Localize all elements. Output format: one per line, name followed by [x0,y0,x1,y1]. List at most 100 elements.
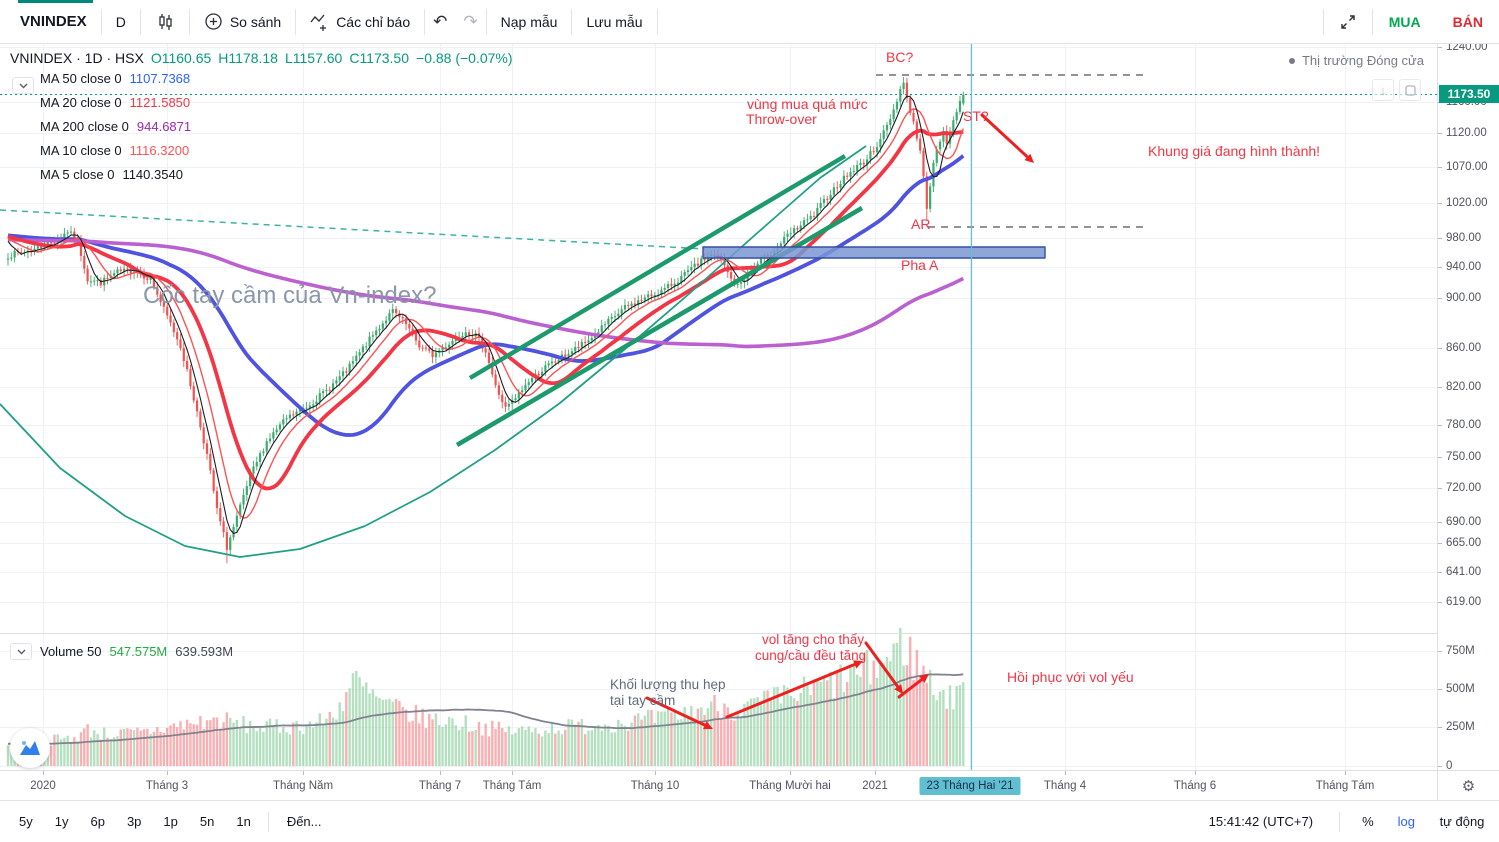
ar-label[interactable]: AR [911,216,931,232]
range-button-1y[interactable]: 1y [54,814,69,829]
interval-button[interactable]: D [102,7,140,37]
price-volume-chart[interactable] [0,44,1437,770]
sell-button[interactable]: BÁN [1437,14,1499,30]
ma-legend-row[interactable]: MA 5 close 0 1140.3540 [10,162,513,186]
axis-tick [1438,488,1442,489]
load-template-button[interactable]: Nạp mẫu [487,7,572,37]
fullscreen-button[interactable] [1324,7,1372,37]
market-status: Thị trường Đóng cửa [1288,53,1424,68]
time-axis-label: Tháng Tám [1315,779,1375,792]
price-axis-label: 619.00 [1446,596,1482,608]
st-label[interactable]: ST? [963,108,989,124]
buy-button[interactable]: MUA [1373,14,1437,30]
time-axis-label: 2020 [30,779,56,792]
compare-label: So sánh [229,13,282,30]
toolbar-separator [424,8,426,35]
chart-legend: VNINDEX · 1D · HSX O1160.65 H1178.18 L11… [10,50,513,186]
price-axis[interactable]: 1240.001160.001120.001070.001020.00980.0… [1437,41,1499,772]
indicators-button[interactable]: Các chỉ báo [296,7,424,37]
bottombar-right-group: 15:41:42 (UTC+7) % log tự động [1208,811,1499,832]
volume-legend: Volume 50 547.575M 639.593M [10,643,233,660]
price-axis-label: 1240.00 [1446,41,1488,53]
axis-tick [1438,522,1442,523]
vol-shrink-label-1[interactable]: Khối lượng thu hẹp [610,677,726,692]
buy-label: MUA [1388,13,1421,30]
toolbar-separator [100,8,102,35]
ma-legend-row[interactable]: MA 200 close 0 944.6871 [10,114,513,138]
axis-tick [43,771,44,775]
ma-legend-row[interactable]: MA 10 close 0 1116.3200 [10,138,513,162]
axis-tick [167,771,168,775]
weak-vol-label[interactable]: Hồi phục với vol yếu [1007,669,1134,685]
goto-date-label: Đến... [286,814,322,829]
maximize-pane-button[interactable] [1399,79,1421,101]
toolbar-right-group: MUA BÁN [1322,0,1499,43]
time-axis-selected-date: 23 Tháng Hai '21 [919,776,1021,795]
toolbar-separator [139,8,141,35]
toolbar-separator [1322,8,1324,35]
legend-header-row[interactable]: VNINDEX · 1D · HSX O1160.65 H1178.18 L11… [10,50,513,66]
symbol-label: VNINDEX [20,13,87,30]
axis-tick [1065,771,1066,775]
compare-button[interactable]: So sánh [190,7,295,37]
chart-style-button[interactable] [141,7,189,37]
axis-tick [1438,167,1442,168]
ma-legend-row[interactable]: MA 20 close 0 1121.5850 [10,90,513,114]
range-button-6p[interactable]: 6p [90,814,105,829]
price-axis-label: 940.00 [1446,261,1482,273]
legend-symbol-title: VNINDEX · 1D · HSX [10,50,144,66]
volume-collapse-button[interactable] [10,643,32,660]
indicators-icon [310,12,330,32]
toolbar-separator [485,8,487,35]
legend-high: H1178.18 [218,50,278,66]
price-axis-label: 1070.00 [1446,161,1488,173]
range-button-5n[interactable]: 5n [199,814,215,829]
ma50-value: 1107.7368 [129,70,191,86]
chevron-down-icon [17,649,25,654]
bc-label[interactable]: BC? [886,49,914,65]
range-button-1p[interactable]: 1p [163,814,178,829]
cup-handle-label[interactable]: Cốc tay cầm của Vn-index? [143,282,437,309]
undo-icon[interactable]: ↶ [433,11,448,31]
overbought-label[interactable]: vùng mua quá mức [747,96,868,112]
bottombar-separator [1339,811,1341,832]
frame-forming-label[interactable]: Khung giá đang hình thành! [1148,143,1321,159]
legend-collapse-button[interactable] [12,77,34,94]
goto-date-button[interactable]: Đến... [277,810,332,833]
axis-tick [512,771,513,775]
ma5-value: 1140.3540 [122,166,183,182]
redo-icon[interactable]: ↷ [463,11,478,31]
range-button-5y[interactable]: 5y [19,814,33,829]
log-scale-button[interactable]: log [1397,814,1415,829]
pha-a-label[interactable]: Pha A [901,257,939,273]
vol-rise-label-2[interactable]: cung/cầu đều tăng [755,648,867,663]
clock[interactable]: 15:41:42 (UTC+7) [1208,814,1314,829]
gear-icon[interactable]: ⚙ [1461,777,1476,795]
vol-rise-label-1[interactable]: vol tăng cho thấy [762,632,865,647]
axis-settings-corner[interactable]: ⚙ [1437,770,1499,800]
top-toolbar: VNINDEX D So sánh [0,0,1499,44]
percent-scale-button[interactable]: % [1362,814,1374,829]
save-template-button[interactable]: Lưu mẫu [572,7,656,37]
vol-shrink-label-2[interactable]: tại tay cầm [610,693,676,708]
ma-legend-row[interactable]: MA 50 close 0 1107.7368 [10,66,513,90]
watermark-logo-icon[interactable] [10,728,50,768]
toolbar-separator [295,8,297,35]
toolbar-separator [1371,8,1373,35]
scroll-down-button[interactable]: ↓ [1372,79,1394,101]
time-axis[interactable]: 2020 Tháng 3 Tháng Năm Tháng 7 Tháng Tám Thán… [0,770,1437,800]
axis-tick [655,771,656,775]
legend-close: C1173.50 [349,50,410,66]
auto-scale-button[interactable]: tự động [1439,814,1485,829]
axis-tick [1438,766,1442,767]
bottom-toolbar: 5y 1y 6p 3p 1p 5n 1n Đến... 15:41:42 (UTC+7) %… [0,800,1499,842]
price-axis-label: 500M [1446,683,1475,695]
throw-over-label[interactable]: Throw-over [746,111,817,127]
range-button-1n[interactable]: 1n [236,814,251,829]
square-icon [1404,84,1416,96]
price-axis-label: 780.00 [1446,419,1482,431]
axis-tick [1438,267,1442,268]
symbol-button[interactable]: VNINDEX [0,7,101,37]
ma200-label: MA 200 close 0 [40,118,129,134]
range-button-3p[interactable]: 3p [126,814,142,829]
